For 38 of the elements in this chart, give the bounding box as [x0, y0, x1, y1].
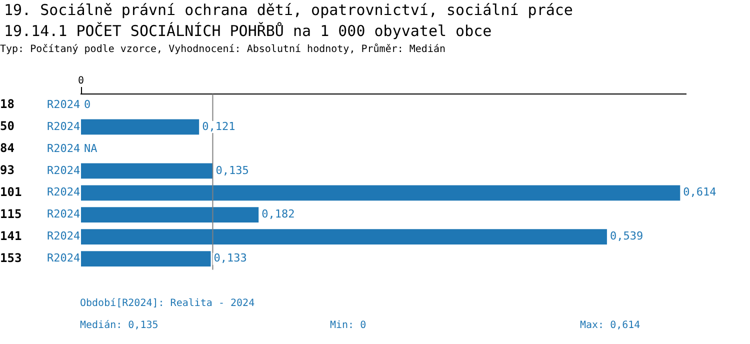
bar — [81, 207, 259, 223]
bar — [81, 119, 200, 135]
text: Max: 0,614 — [580, 320, 640, 331]
text: Období[R2024]: Realita - 2024 — [80, 298, 255, 309]
data-label: 0 — [84, 98, 91, 111]
series-label: R2024 — [47, 120, 80, 133]
bar — [81, 185, 680, 201]
y-tick-label: 93 — [0, 163, 14, 178]
data-label: 0,182 — [262, 208, 295, 221]
chart-title: 19. Sociálně právní ochrana dětí, opatrovnictví, sociální práce — [4, 0, 573, 20]
bar — [81, 229, 607, 245]
text: R2024 — [47, 252, 80, 265]
text: R2024 — [47, 98, 80, 111]
text: Typ: Počítaný podle vzorce, Vyhodnocení: Absolutní hodnoty, Průměr: Medián — [0, 43, 446, 57]
text: Min: 0 — [330, 320, 366, 331]
y-tick-label: 50 — [0, 119, 14, 134]
text: R2024 — [47, 208, 80, 221]
text: R2024 — [47, 230, 80, 243]
data-label: 0,135 — [216, 164, 249, 177]
y-tick-label: 84 — [0, 141, 14, 156]
data-label: 0,133 — [214, 252, 247, 265]
data-label: 0,614 — [683, 186, 717, 199]
data-label: 0,539 — [610, 230, 644, 243]
data-label: 0,121 — [202, 120, 236, 133]
text: R2024 — [47, 142, 80, 155]
y-tick-label: 115 — [0, 206, 22, 221]
chart-subtitle: 19.14.1 POČET SOCIÁLNÍCH POHŘBŮ na 1 000 obyvatel obce — [4, 21, 492, 41]
bar — [81, 251, 211, 267]
text: R2024 — [47, 164, 80, 177]
text: R2024 — [47, 186, 80, 199]
y-tick-label: 18 — [0, 97, 14, 112]
text: NA — [84, 142, 98, 155]
y-tick-label: 141 — [0, 228, 22, 243]
text: Medián: 0,135 — [80, 320, 158, 331]
y-tick-label: 153 — [0, 250, 22, 265]
bar — [81, 163, 213, 179]
y-tick-label: 101 — [0, 185, 22, 200]
text: 0 — [78, 76, 84, 87]
